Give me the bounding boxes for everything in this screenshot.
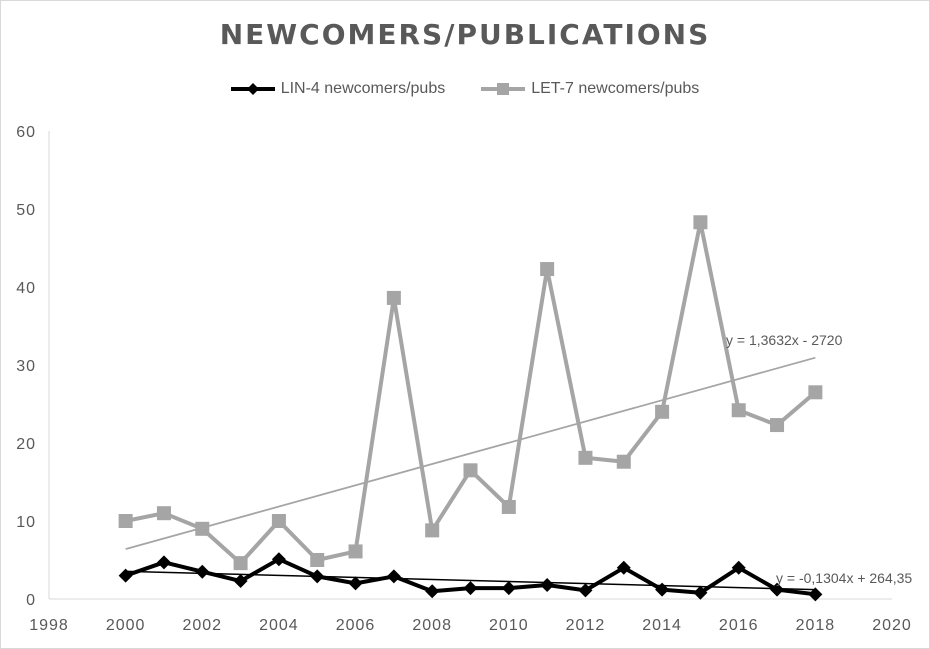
y-tick-label: 60 (16, 124, 36, 141)
data-point-let7 (118, 514, 133, 528)
x-tick-label: 2020 (872, 617, 912, 634)
x-tick-label: 2014 (642, 617, 682, 634)
data-point-let7 (731, 403, 746, 418)
data-point-let7 (578, 450, 593, 465)
x-tick-label: 2004 (259, 617, 299, 634)
y-tick-label: 50 (16, 202, 36, 219)
legend-item-let7: LET-7 newcomers/pubs (481, 80, 699, 98)
x-tick-label: 2006 (336, 617, 376, 634)
data-point-let7 (808, 385, 823, 400)
data-point-let7 (348, 544, 363, 559)
x-tick-label: 2008 (412, 617, 452, 634)
data-point-lin4 (463, 581, 478, 596)
data-point-lin4 (501, 581, 516, 596)
data-point-lin4 (425, 584, 440, 599)
x-tick-label: 2000 (106, 617, 146, 634)
data-point-lin4 (233, 574, 248, 589)
data-point-lin4 (693, 585, 708, 600)
x-tick-label: 2016 (719, 617, 759, 634)
x-tick-label: 1998 (29, 617, 69, 634)
data-point-lin4 (195, 564, 210, 579)
data-point-let7 (233, 556, 248, 571)
legend-item-lin4: LIN-4 newcomers/pubs (230, 80, 446, 98)
data-point-lin4 (156, 555, 171, 570)
legend-label-let7: LET-7 newcomers/pubs (531, 80, 700, 97)
data-point-let7 (425, 523, 440, 538)
y-tick-label: 0 (26, 592, 36, 609)
legend-label-lin4: LIN-4 newcomers/pubs (280, 80, 446, 97)
data-point-let7 (501, 499, 516, 514)
legend-marker-let7 (481, 83, 526, 95)
data-point-lin4 (348, 576, 363, 591)
legend-marker-lin4 (230, 83, 275, 95)
series-line-1 (125, 220, 817, 566)
data-point-let7 (655, 404, 670, 419)
y-tick-label: 40 (16, 280, 36, 297)
legend: LIN-4 newcomers/pubs LET-7 newcomers/pub… (0, 80, 930, 98)
data-point-let7 (770, 418, 785, 433)
y-tick-label: 20 (16, 436, 36, 453)
data-point-lin4 (770, 582, 785, 597)
data-point-let7 (540, 262, 555, 277)
data-point-lin4 (808, 587, 823, 602)
data-point-lin4 (271, 552, 286, 567)
data-point-lin4 (540, 577, 555, 592)
data-point-lin4 (578, 583, 593, 598)
data-point-let7 (310, 553, 325, 567)
x-tick-label: 2012 (566, 617, 606, 634)
data-point-lin4 (310, 569, 325, 584)
data-point-lin4 (118, 568, 133, 583)
y-tick-label: 10 (16, 514, 36, 531)
x-tick-label: 2018 (796, 617, 836, 634)
data-point-lin4 (616, 560, 631, 575)
data-point-let7 (156, 506, 171, 521)
x-tick-label: 2010 (489, 617, 529, 634)
x-tick-label: 2002 (182, 617, 222, 634)
data-point-lin4 (655, 582, 670, 597)
data-point-let7 (386, 290, 401, 305)
data-point-let7 (195, 521, 210, 536)
trendline-1 (125, 356, 816, 550)
data-point-let7 (463, 463, 478, 478)
data-point-lin4 (386, 569, 401, 584)
data-point-let7 (693, 215, 708, 230)
trendline-equation-let7: y = 1,3632x - 2720 (726, 332, 843, 348)
chart-title: NEWCOMERS/PUBLICATIONS (219, 18, 711, 51)
y-tick-label: 30 (16, 358, 36, 375)
data-point-lin4 (731, 560, 746, 575)
data-point-let7 (271, 514, 286, 528)
trendline-equation-lin4: y = -0,1304x + 264,35 (776, 570, 912, 586)
data-point-let7 (616, 454, 631, 469)
